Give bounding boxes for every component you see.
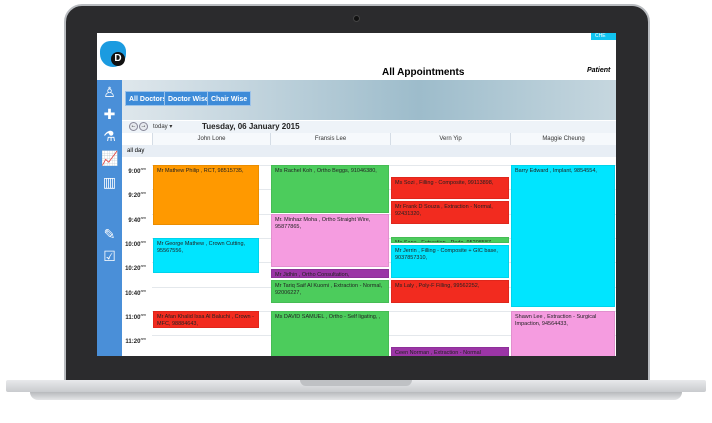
logo: D	[100, 41, 126, 67]
prev-arrow-icon[interactable]: ←	[129, 122, 138, 131]
column-header: Vern Yip	[390, 133, 510, 145]
appointment-event[interactable]: Mr Mathew Philip , RCT, 98515735,	[153, 165, 259, 225]
time-label: 10:40am	[125, 287, 146, 297]
today-dropdown[interactable]: today ▾	[153, 123, 172, 130]
calendar-toolbar	[122, 121, 616, 133]
all-day-label: all day	[127, 148, 145, 154]
app-screen: D CHE All Appointments Patient ♙ ✚ ⚗ 📈 ▥…	[97, 33, 616, 356]
bar-chart-icon[interactable]: ▥	[102, 174, 117, 190]
laptop-base	[6, 380, 706, 392]
time-label: 10:20am	[125, 263, 146, 273]
appointment-event[interactable]: Shawn Lee , Extraction - Surgical Impact…	[511, 310, 615, 356]
all-day-row: all day	[122, 145, 616, 157]
pen-icon[interactable]: ✎	[103, 226, 116, 242]
camera	[353, 15, 360, 22]
patient-link[interactable]: Patient	[587, 67, 611, 74]
appointment-event[interactable]: Mr Jerrin , Filling - Composite + GIC ba…	[391, 245, 509, 279]
clipboard-icon[interactable]: ☑	[103, 248, 116, 264]
page-title: All Appointments	[382, 67, 465, 78]
appointment-event[interactable]: Ms Sana , Extraction - Pedo, 95208587,	[391, 236, 509, 243]
chevron-down-icon: ▾	[169, 124, 173, 130]
column-header: Fransis Lee	[270, 133, 390, 145]
calendar-grid: all day John Lone Fransis Lee Vern Yip M…	[122, 133, 616, 356]
dental-chair-icon[interactable]: ♙	[103, 84, 116, 100]
doctor-wise-button[interactable]: Doctor Wise	[164, 91, 213, 106]
appointment-event[interactable]: Mr Afan Khalid Issa Al Baluchi , Crown -…	[153, 310, 259, 329]
time-label: 11:20am	[125, 336, 146, 346]
laptop-notch	[300, 380, 412, 386]
time-label: 10:00am	[125, 238, 146, 248]
appointment-event[interactable]: Ms Laly , Poly-F Filling, 99562252,	[391, 280, 509, 303]
chart-icon[interactable]: 📈	[101, 150, 119, 166]
appointment-event[interactable]: Ms Rachel Koh , Ortho Beggs, 91046380,	[271, 165, 389, 213]
time-label: 11:00am	[125, 311, 146, 321]
column-header: Maggie Cheung	[510, 133, 616, 145]
next-arrow-icon[interactable]: →	[139, 122, 148, 131]
time-label: 9:00am	[128, 166, 146, 175]
current-date: Tuesday, 06 January 2015	[202, 122, 300, 131]
appointment-event[interactable]: Ms DAVID SAMUEL , Ortho - Self ligating,…	[271, 310, 389, 356]
laptop-base-bottom	[30, 392, 682, 400]
check-button[interactable]: CHE	[591, 33, 616, 40]
microscope-icon[interactable]: ⚗	[103, 128, 116, 144]
appointment-event[interactable]: Barry Edward , Implant, 9854554,	[511, 165, 615, 308]
appointment-event[interactable]: Mr Tariq Saif Al Kuomi , Extraction - No…	[271, 280, 389, 303]
time-label: 9:20am	[128, 190, 146, 200]
appointment-event[interactable]: Mr. Minhaz Moha , Ortho Straight Wire, 9…	[271, 213, 389, 268]
chair-wise-button[interactable]: Chair Wise	[207, 91, 252, 106]
appointment-event[interactable]: Ms Sozi , Filling - Composite, 99113898,	[391, 177, 509, 200]
sidebar: ♙ ✚ ⚗ 📈 ▥ ✎ ☑	[97, 80, 122, 356]
appointment-event[interactable]: Mr Frank D Souza , Extraction - Normal, …	[391, 201, 509, 224]
today-label: today	[153, 124, 168, 130]
logo-letter: D	[111, 52, 125, 66]
appointment-event[interactable]: Mr George Mathew , Crown Cutting, 955675…	[153, 237, 259, 274]
time-label: 9:40am	[128, 214, 146, 224]
column-header: John Lone	[152, 133, 270, 145]
appointment-event[interactable]: Ceen Norman , Extraction - Normal	[391, 347, 509, 356]
medical-kit-icon[interactable]: ✚	[103, 106, 116, 122]
appointment-event[interactable]: Mr Jidhin , Ortho Consultation,	[271, 269, 389, 279]
